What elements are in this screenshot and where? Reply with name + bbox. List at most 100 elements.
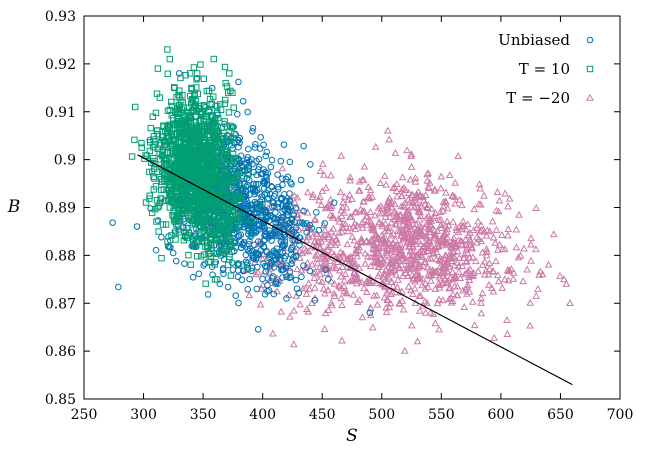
data-point (482, 266, 490, 274)
data-point (428, 214, 437, 221)
data-point (523, 265, 531, 273)
data-point (232, 131, 240, 138)
data-point (397, 247, 406, 255)
data-point (417, 202, 426, 210)
data-point (224, 226, 231, 233)
data-point (466, 237, 475, 245)
data-point (367, 235, 376, 243)
data-point (313, 258, 322, 266)
data-point (439, 231, 448, 239)
data-point (243, 156, 251, 164)
data-point (159, 152, 166, 160)
data-point (474, 235, 483, 242)
data-point (200, 75, 208, 82)
data-point (260, 141, 267, 149)
data-point (153, 218, 160, 225)
data-point (455, 267, 463, 275)
data-point (409, 236, 418, 244)
data-point (306, 267, 314, 275)
data-point (437, 255, 446, 263)
data-point (478, 289, 487, 297)
data-point (286, 158, 294, 166)
data-point (269, 329, 277, 337)
data-point (195, 270, 203, 278)
data-point (208, 241, 215, 248)
data-point (161, 177, 168, 185)
data-point (288, 180, 295, 188)
data-point (299, 219, 306, 226)
data-point (327, 238, 336, 246)
data-point (176, 217, 184, 224)
data-point (437, 220, 445, 228)
data-point (230, 229, 238, 237)
data-point (327, 277, 336, 285)
data-point (415, 272, 424, 280)
data-point (238, 162, 246, 170)
data-point (315, 196, 323, 204)
data-point (408, 270, 417, 278)
data-point (346, 173, 355, 181)
data-point (270, 199, 278, 206)
data-point (249, 207, 256, 214)
data-point (185, 136, 193, 143)
data-point (460, 250, 469, 258)
data-point (431, 186, 439, 194)
data-point (387, 218, 396, 226)
data-point (381, 227, 389, 235)
data-point (328, 211, 337, 219)
data-point (212, 173, 220, 180)
data-point (311, 297, 319, 304)
data-point (450, 252, 459, 260)
data-point (256, 145, 264, 152)
data-point (353, 275, 362, 283)
data-point (324, 306, 333, 314)
data-point (462, 282, 471, 290)
data-point (362, 212, 371, 220)
data-point (526, 321, 534, 329)
data-point (341, 219, 350, 227)
data-point (320, 170, 328, 178)
data-point (340, 282, 348, 290)
data-point (211, 158, 219, 166)
data-point (226, 154, 233, 162)
data-point (222, 148, 229, 156)
data-point (231, 239, 238, 246)
data-point (491, 238, 500, 246)
data-point (408, 191, 417, 198)
data-point (423, 299, 431, 306)
data-point (385, 274, 393, 282)
data-point (390, 199, 399, 207)
data-point (194, 161, 202, 168)
data-point (360, 162, 369, 170)
data-point (432, 255, 441, 263)
data-point (340, 192, 349, 200)
data-point (436, 235, 445, 243)
data-point (386, 299, 395, 307)
data-point (246, 191, 253, 199)
data-point (238, 276, 246, 284)
data-point (391, 149, 400, 156)
data-point (404, 211, 413, 219)
data-point (344, 227, 353, 235)
data-point (233, 110, 241, 118)
data-point (384, 286, 393, 294)
data-point (392, 180, 401, 187)
data-point (338, 336, 346, 344)
data-point (454, 151, 462, 159)
data-point (505, 194, 514, 202)
data-point (309, 232, 317, 240)
data-point (193, 84, 200, 91)
data-point (381, 266, 390, 274)
data-point (514, 253, 523, 261)
data-point (209, 185, 216, 193)
y-axis-title: B (7, 197, 21, 217)
data-point (300, 142, 307, 150)
data-point (330, 289, 338, 297)
data-point (407, 321, 416, 329)
data-point (452, 226, 461, 234)
data-point (330, 199, 338, 207)
data-point (273, 245, 281, 252)
data-point (431, 319, 440, 327)
data-point (440, 236, 449, 244)
data-point (353, 221, 362, 229)
